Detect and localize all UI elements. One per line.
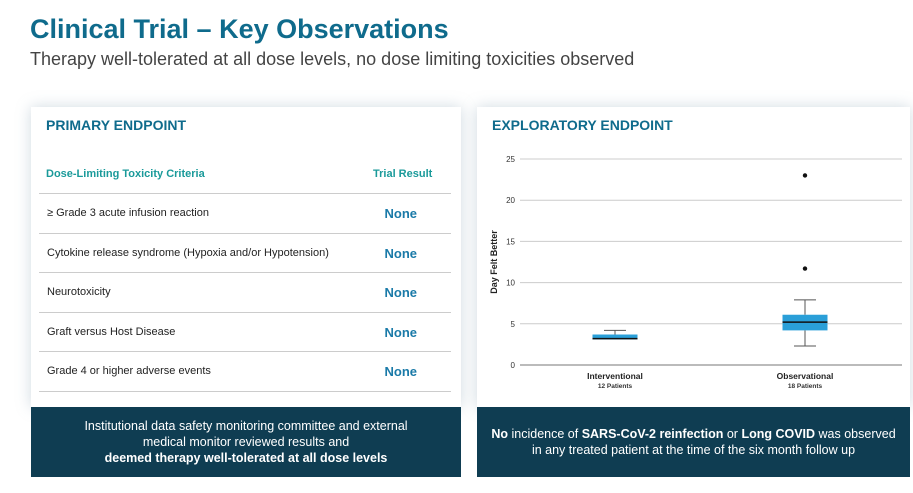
- exploratory-footer: No incidence of SARS-CoV-2 reinfection o…: [477, 407, 910, 477]
- result-cell: None: [384, 324, 418, 340]
- criteria-cell: Grade 4 or higher adverse events: [47, 365, 211, 377]
- table-divider: [39, 390, 451, 392]
- page-subtitle: Therapy well-tolerated at all dose level…: [30, 49, 635, 69]
- footer-text: Institutional data safety monitoring com…: [84, 419, 408, 433]
- y-tick-label: 20: [506, 196, 515, 205]
- x-tick-sublabel: 18 Patients: [788, 383, 823, 390]
- criteria-cell: Graft versus Host Disease: [47, 325, 176, 338]
- criteria-column-header: Dose-Limiting Toxicity Criteria: [46, 168, 205, 180]
- table-row: Cytokine release syndrome (Hypoxia and/o…: [39, 232, 451, 273]
- footer-text: in any treated patient at the time of th…: [531, 443, 856, 457]
- result-cell: None: [384, 285, 418, 300]
- criteria-cell: ≥ Grade 3 acute infusion reaction: [47, 207, 209, 219]
- footer-text: was observed: [815, 427, 896, 441]
- x-tick-label: Observational: [777, 371, 834, 381]
- exploratory-endpoint-panel: EXPLORATORY ENDPOINT 0 5 10 15 20 25 Day Felt …: [477, 107, 910, 407]
- table-row: Grade 4 or higher adverse events None: [39, 351, 451, 391]
- y-tick-label: 5: [511, 320, 516, 329]
- result-column-header: Trial Result: [373, 168, 433, 180]
- footer-emphasis: deemed therapy well-tolerated at all dos…: [104, 451, 388, 465]
- y-tick-label: 15: [506, 237, 515, 246]
- page-title: Clinical Trial – Key Observations: [30, 14, 449, 44]
- footer-emphasis: No: [491, 427, 509, 441]
- footer-text: medical monitor reviewed results and: [142, 435, 350, 449]
- table-row: ≥ Grade 3 acute infusion reaction None: [39, 193, 451, 233]
- y-tick-label: 10: [506, 279, 515, 288]
- box: [592, 334, 638, 340]
- criteria-cell: Neurotoxicity: [47, 286, 111, 298]
- result-cell: None: [384, 206, 418, 221]
- result-cell: None: [384, 245, 418, 261]
- primary-footer: Institutional data safety monitoring com…: [31, 407, 461, 477]
- outlier-point: [802, 266, 808, 271]
- footer-text: or: [723, 427, 742, 441]
- table-row: Neurotoxicity None: [39, 272, 451, 312]
- footer-text: incidence of: [508, 427, 582, 441]
- box-plot: 0 5 10 15 20 25 Day Felt Better Interventional 1…: [489, 155, 902, 390]
- y-axis-label: Day Felt Better: [489, 230, 499, 294]
- criteria-cell: Cytokine release syndrome (Hypoxia and/o…: [47, 246, 329, 259]
- table-row: Graft versus Host Disease None: [39, 311, 451, 352]
- y-tick-label: 25: [506, 155, 515, 164]
- result-cell: None: [384, 364, 418, 379]
- x-tick-sublabel: 12 Patients: [598, 383, 633, 390]
- primary-endpoint-panel: PRIMARY ENDPOINT Dose-Limiting Toxicity …: [31, 107, 461, 407]
- y-tick-label: 0: [511, 361, 516, 370]
- primary-endpoint-heading: PRIMARY ENDPOINT: [46, 117, 187, 133]
- footer-emphasis: SARS-CoV-2 reinfection: [581, 427, 724, 441]
- x-tick-label: Interventional: [587, 371, 643, 381]
- outlier-point: [802, 173, 808, 178]
- footer-emphasis: Long COVID: [741, 427, 816, 441]
- exploratory-endpoint-heading: EXPLORATORY ENDPOINT: [492, 117, 673, 133]
